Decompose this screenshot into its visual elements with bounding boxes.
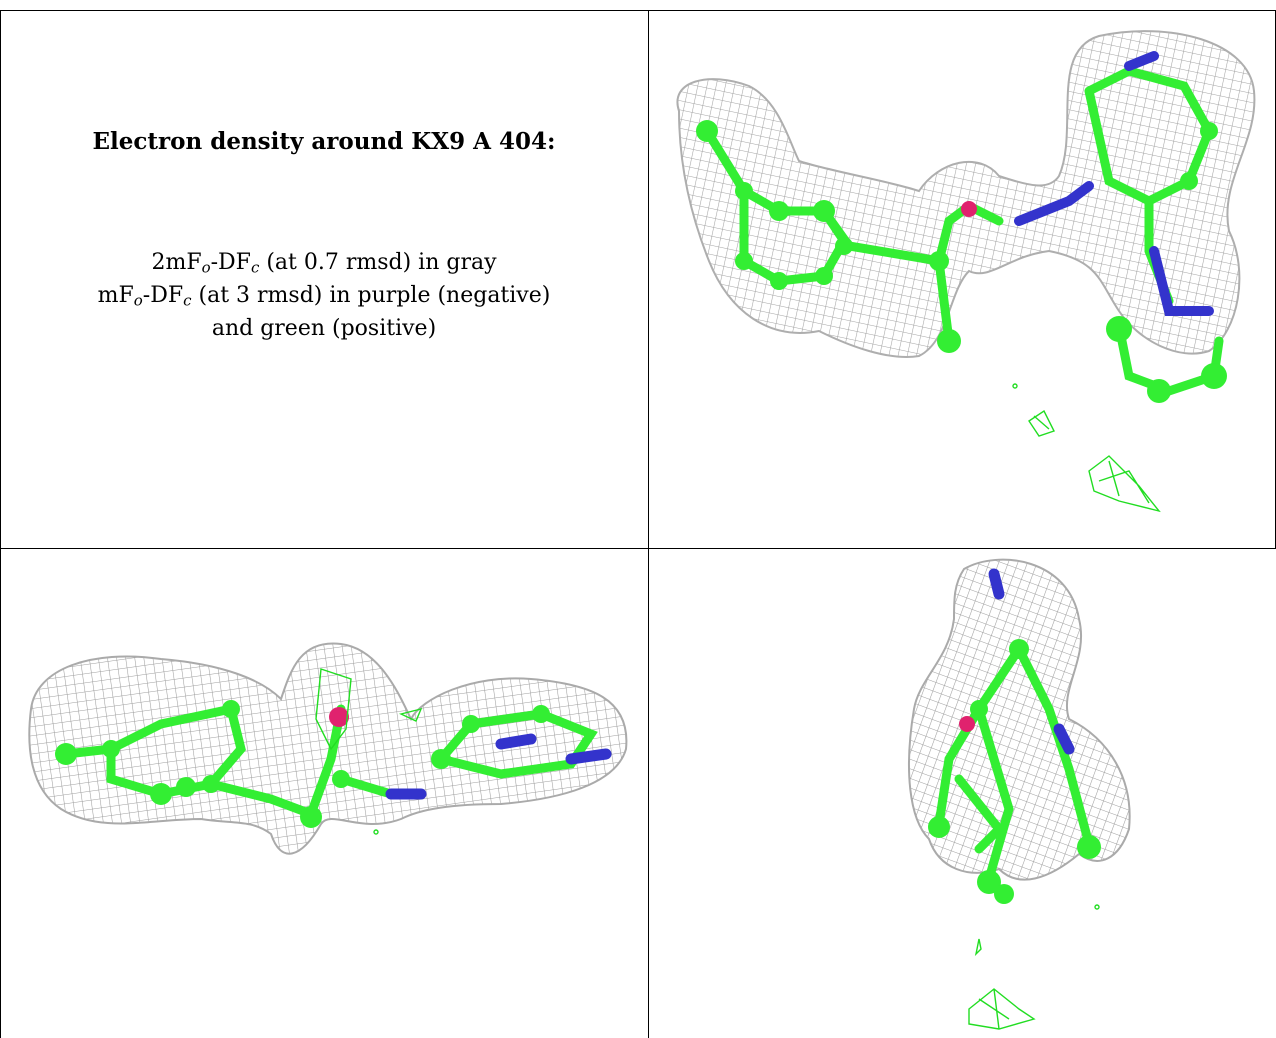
table-center-divider: [648, 10, 649, 1038]
nitrogen-bonds: [988, 568, 1075, 755]
positive-density-blobs: [968, 904, 1100, 1030]
oxygen-atom: [329, 707, 349, 727]
caption-cell: Electron density around KX9 A 404: 2mFo-…: [0, 11, 648, 548]
density-view-bottom-left: [1, 549, 648, 1038]
density-view-top-right: [649, 11, 1275, 548]
legend-line-2fofc: 2mFo-DFc (at 0.7 rmsd) in gray: [151, 250, 497, 277]
atoms: [696, 120, 1227, 403]
legend-line-fofc: mFo-DFc (at 3 rmsd) in purple (negative): [97, 283, 551, 310]
table-middle-rule: [0, 548, 1276, 549]
atoms: [928, 639, 1101, 904]
nitrogen-bonds: [1014, 51, 1214, 316]
positive-density-blobs: [1012, 383, 1161, 513]
density-image-3: [908, 558, 1131, 1030]
oxygen-atom: [959, 716, 975, 732]
figure-legend: 2mFo-DFc (at 0.7 rmsd) in gray mFo-DFc (…: [0, 246, 648, 345]
table-top-border: [0, 10, 1276, 11]
density-image-2: [28, 642, 628, 855]
legend-line-positive: and green (positive): [211, 316, 437, 341]
oxygen-atom: [961, 201, 977, 217]
figure-title: Electron density around KX9 A 404:: [92, 128, 556, 155]
positive-density-blobs: [315, 668, 423, 835]
density-view-bottom-right: [649, 549, 1275, 1038]
atoms: [55, 700, 550, 828]
density-image-1: [676, 30, 1256, 513]
nitrogen-bonds: [385, 733, 612, 800]
table-left-border: [0, 10, 1, 1038]
